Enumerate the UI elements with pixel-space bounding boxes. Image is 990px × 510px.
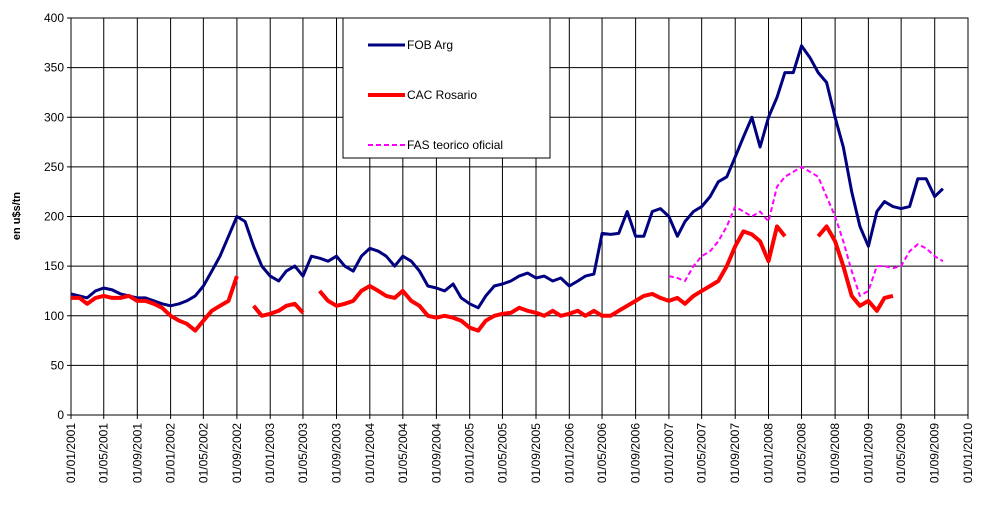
x-tick-label: 01/01/2001 [64, 423, 78, 483]
y-tick-label: 200 [44, 210, 64, 224]
x-tick-label: 01/01/2005 [463, 423, 477, 483]
x-tick-label: 01/01/2008 [762, 423, 776, 483]
x-tick-label: 01/05/2004 [396, 423, 410, 483]
x-tick-label: 01/09/2009 [928, 423, 942, 483]
y-tick-label: 150 [44, 259, 64, 273]
y-tick-label: 300 [44, 110, 64, 124]
x-tick-label: 01/09/2004 [429, 423, 443, 483]
x-tick-label: 01/09/2003 [330, 423, 344, 483]
series-line [70, 44, 944, 310]
y-tick-label: 250 [44, 160, 64, 174]
x-tick-label: 01/05/2003 [296, 423, 310, 483]
x-tick-label: 01/05/2006 [595, 423, 609, 483]
legend-label: FAS teorico oficial [407, 138, 503, 152]
x-tick-label: 01/09/2007 [728, 423, 742, 483]
y-tick-label: 0 [57, 408, 64, 422]
x-tick-label: 01/09/2006 [629, 423, 643, 483]
legend-label: FOB Arg [407, 38, 453, 52]
legend-box [342, 17, 551, 159]
x-tick-label: 01/09/2005 [529, 423, 543, 483]
x-tick-label: 01/09/2002 [230, 423, 244, 483]
x-tick-label: 01/05/2008 [795, 423, 809, 483]
legend-label: CAC Rosario [407, 88, 477, 102]
y-tick-label: 400 [44, 11, 64, 25]
x-tick-label: 01/01/2009 [861, 423, 875, 483]
x-tick-label: 01/05/2001 [97, 423, 111, 483]
x-tick-label: 01/01/2003 [263, 423, 277, 483]
x-tick-label: 01/01/2002 [164, 423, 178, 483]
x-tick-label: 01/05/2002 [196, 423, 210, 483]
x-tick-label: 01/05/2005 [495, 423, 509, 483]
x-tick-label: 01/09/2008 [828, 423, 842, 483]
x-tick-label: 01/05/2009 [894, 423, 908, 483]
x-tick-label: 01/01/2007 [662, 423, 676, 483]
x-tick-label: 01/01/2006 [562, 423, 576, 483]
y-axis-label: en u$s/tn [11, 192, 23, 241]
series-line [71, 224, 894, 333]
series-line [668, 165, 944, 297]
x-tick-label: 01/01/2004 [363, 423, 377, 483]
y-tick-label: 50 [51, 358, 65, 372]
y-tick-label: 350 [44, 61, 64, 75]
x-tick-label: 01/05/2007 [695, 423, 709, 483]
x-tick-label: 01/01/2010 [961, 423, 975, 483]
x-tick-label: 01/09/2001 [130, 423, 144, 483]
y-tick-label: 100 [44, 309, 64, 323]
